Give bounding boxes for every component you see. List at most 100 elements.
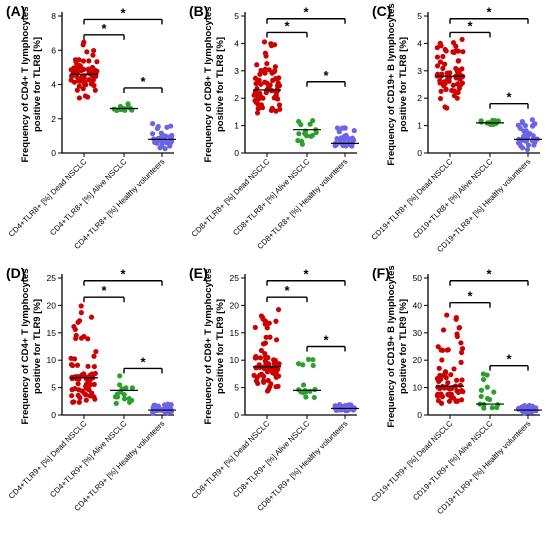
data-point — [151, 402, 157, 408]
data-point — [271, 95, 277, 101]
data-point — [92, 87, 98, 93]
data-point — [525, 142, 532, 148]
data-point — [453, 314, 459, 321]
data-point — [261, 379, 267, 385]
data-point — [75, 78, 81, 84]
data-point — [529, 123, 536, 129]
data-point — [254, 374, 260, 381]
data-point — [459, 388, 465, 394]
data-point — [76, 83, 82, 89]
data-point — [348, 143, 355, 149]
data-point — [337, 139, 343, 146]
data-point — [296, 131, 302, 137]
significance-star: * — [140, 74, 146, 89]
y-tick-label: 20 — [230, 300, 240, 310]
data-point — [263, 334, 269, 340]
data-point — [253, 353, 259, 360]
significance-star: * — [120, 5, 126, 20]
data-point — [92, 67, 98, 73]
data-point — [71, 323, 77, 330]
y-tick-label: 3 — [234, 66, 239, 76]
data-point — [276, 102, 283, 108]
data-point — [530, 405, 537, 411]
y-axis-label: Frequency of CD4+ T lymphocytes — [20, 269, 31, 425]
data-point — [523, 128, 529, 134]
data-point — [167, 134, 173, 140]
y-tick-label: 10 — [413, 383, 423, 393]
x-tick-label: CD4+TLR9+ [%] Alive NSCLC — [48, 419, 128, 499]
data-point — [269, 105, 275, 112]
data-point — [525, 134, 531, 140]
data-point — [68, 77, 74, 83]
data-point — [255, 380, 261, 387]
y-axis-label: Frequency of CD8+ T lymphocytes — [203, 269, 214, 425]
x-tick-label: CD19+TLR9+ [%] Alive NSCLC — [411, 419, 495, 503]
y-tick-label: 25 — [230, 273, 240, 283]
data-point — [440, 53, 446, 60]
x-tick-label: CD8+TLR9+ [%] Dead NSCLC — [190, 419, 272, 501]
data-point — [86, 68, 92, 74]
x-tick-label: CD4+TLR9+ [%] Dead NSCLC — [7, 419, 89, 501]
data-point — [524, 146, 531, 153]
data-point — [258, 313, 265, 319]
y-tick-label: 30 — [413, 328, 423, 338]
y-axis-label: Frequency of CD8+ T lymphocytes — [203, 7, 214, 163]
data-point — [252, 324, 258, 331]
data-point — [84, 49, 90, 55]
chart-panel-5: (E)Frequency of CD8+ T lymphocytes positi… — [189, 265, 359, 513]
data-point — [266, 320, 272, 326]
data-point — [68, 361, 75, 368]
y-axis-label: positive for TLR8 [%] — [215, 37, 226, 132]
y-tick-label: 6 — [51, 45, 56, 55]
data-point — [162, 145, 168, 152]
significance-star: * — [323, 68, 329, 83]
data-point — [277, 106, 283, 112]
data-point — [272, 64, 279, 70]
data-point — [69, 376, 75, 382]
data-point — [439, 357, 445, 363]
data-point — [298, 122, 304, 128]
data-point — [459, 36, 465, 43]
data-point — [434, 54, 441, 60]
data-point — [268, 41, 274, 47]
y-tick-label: 0 — [234, 148, 239, 158]
data-point — [450, 395, 457, 401]
data-point — [442, 370, 449, 376]
data-point — [89, 371, 95, 377]
data-point — [76, 57, 82, 63]
data-point — [478, 118, 484, 124]
data-point — [70, 399, 76, 405]
panel-label: (F) — [372, 265, 390, 281]
y-axis-label: positive for TLR9 [%] — [398, 299, 409, 394]
y-tick-label: 2 — [417, 93, 422, 103]
data-point — [340, 406, 347, 412]
y-tick-label: 1 — [234, 121, 239, 131]
data-point — [478, 387, 485, 393]
data-point — [311, 394, 317, 401]
data-point — [267, 334, 273, 340]
panel-label: (E) — [189, 265, 208, 281]
data-point — [164, 124, 170, 130]
significance-star: * — [486, 267, 492, 282]
data-point — [91, 353, 97, 359]
data-point — [76, 399, 82, 405]
data-point — [80, 58, 87, 64]
data-point — [295, 361, 302, 367]
data-point — [275, 306, 282, 313]
y-tick-label: 25 — [47, 273, 57, 283]
significance-star: * — [284, 18, 290, 33]
y-tick-label: 20 — [413, 355, 423, 365]
y-tick-label: 40 — [413, 300, 423, 310]
y-axis-label: positive for TLR8 [%] — [398, 37, 409, 132]
data-point — [519, 118, 525, 125]
data-point — [85, 94, 91, 100]
significance-star: * — [140, 354, 146, 369]
data-point — [457, 82, 464, 88]
data-point — [434, 63, 441, 69]
significance-star: * — [101, 283, 107, 298]
y-tick-label: 5 — [417, 11, 422, 21]
data-point — [458, 359, 464, 365]
data-point — [530, 133, 536, 139]
data-point — [266, 85, 272, 91]
data-point — [120, 107, 127, 113]
